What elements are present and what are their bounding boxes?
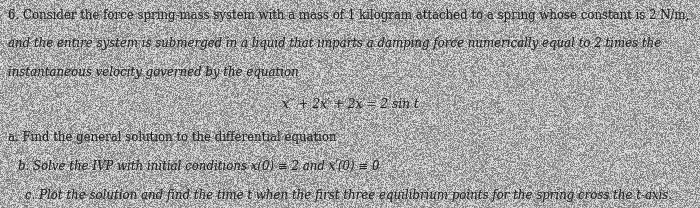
Text: 6. Consider the force spring-mass system with a mass of 1 kilogram attached to a: 6. Consider the force spring-mass system… [8, 9, 690, 22]
Text: a. Find the general solution to the differential equation: a. Find the general solution to the diff… [8, 131, 337, 144]
Text: and the entire system is submerged in a liquid that imparts a damping force nume: and the entire system is submerged in a … [8, 37, 661, 50]
Text: x′′ + 2x′ + 2x = 2 sin t: x′′ + 2x′ + 2x = 2 sin t [281, 98, 419, 111]
Text: instantaneous velocity governed by the equation: instantaneous velocity governed by the e… [8, 66, 299, 78]
Text: b. Solve the IVP with initial conditions x(0) ≡ 2 and x′(0) ≡ 0: b. Solve the IVP with initial conditions… [18, 160, 379, 173]
Text: c. Plot the solution and find the time t when the first three equilibrium points: c. Plot the solution and find the time t… [25, 189, 671, 202]
